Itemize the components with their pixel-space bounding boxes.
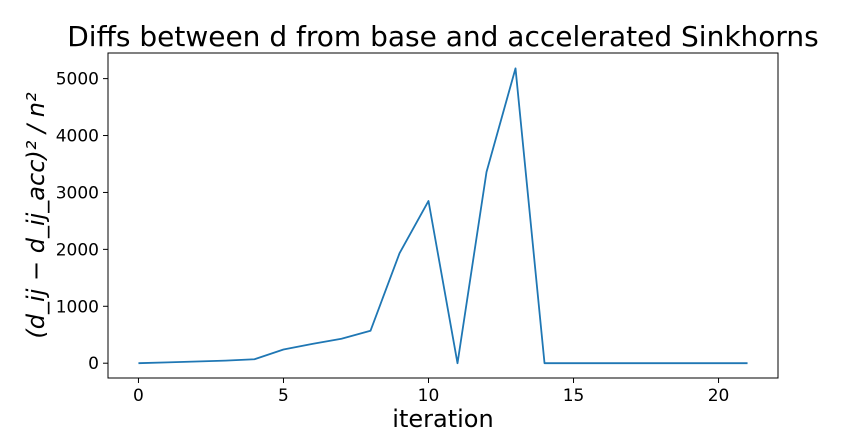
- svg-text:(d_ij − d_ij_acc)² / n²: (d_ij − d_ij_acc)² / n²: [22, 92, 50, 339]
- y-tick-label: 3000: [56, 183, 99, 203]
- series-line: [138, 67, 748, 365]
- x-tick-label: 0: [133, 386, 144, 406]
- x-ticks: 0 5 10 15 20: [133, 378, 729, 406]
- y-tick-label: 0: [88, 354, 99, 374]
- y-tick-label: 5000: [56, 70, 99, 90]
- x-axis-label: iteration: [392, 405, 493, 432]
- y-tick-label: 1000: [56, 297, 99, 317]
- y-axis-label: (d_ij − d_ij_acc)² / n²: [22, 92, 50, 339]
- x-tick-label: 20: [708, 386, 730, 406]
- x-tick-label: 5: [278, 386, 289, 406]
- x-tick-label: 10: [418, 386, 440, 406]
- chart-title: Diffs between d from base and accelerate…: [67, 20, 819, 53]
- x-tick-label: 15: [563, 386, 585, 406]
- y-ticks: 0 1000 2000 3000 4000 5000: [56, 70, 108, 374]
- y-tick-label: 2000: [56, 240, 99, 260]
- plot-area-frame: [107, 52, 779, 379]
- y-tick-label: 4000: [56, 127, 99, 147]
